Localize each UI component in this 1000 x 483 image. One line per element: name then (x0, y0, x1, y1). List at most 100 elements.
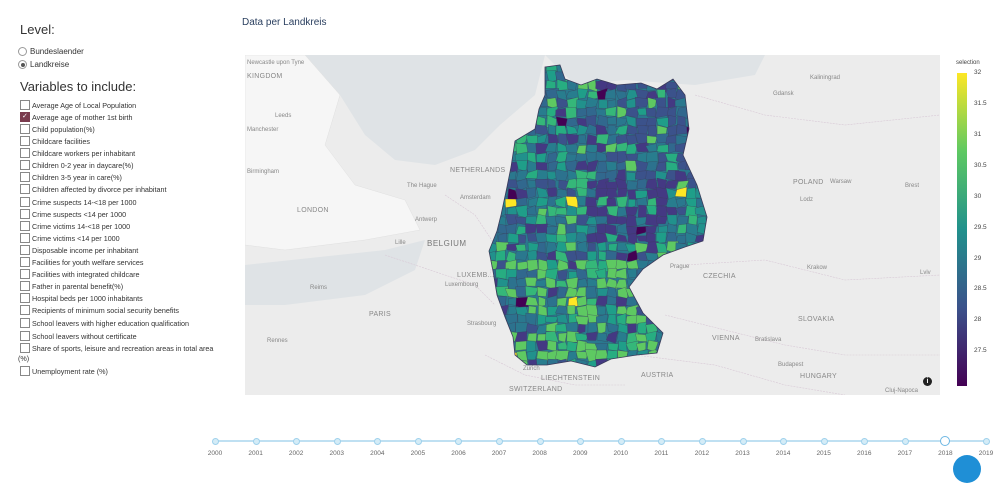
district-region[interactable] (617, 323, 628, 335)
year-slider-label[interactable]: 2011 (654, 450, 669, 457)
district-region[interactable] (595, 232, 608, 245)
variable-checkbox[interactable] (20, 136, 30, 146)
district-region[interactable] (535, 197, 549, 208)
year-slider-step[interactable] (658, 438, 666, 445)
variable-option[interactable]: School leavers with higher education qua… (18, 318, 218, 329)
year-slider-label[interactable]: 2006 (451, 450, 466, 457)
district-region[interactable] (537, 133, 548, 145)
year-slider-step[interactable] (577, 438, 585, 445)
district-region[interactable] (587, 322, 598, 335)
district-region[interactable] (518, 234, 527, 244)
variable-option[interactable]: Crime victims <14 per 1000 (18, 233, 218, 245)
district-region[interactable] (667, 223, 677, 234)
district-region[interactable] (656, 216, 668, 224)
radio-bundeslaender[interactable]: Bundeslaender (18, 45, 218, 58)
district-region[interactable] (536, 186, 549, 199)
district-region[interactable] (546, 226, 559, 235)
district-region[interactable] (605, 232, 619, 243)
year-slider-label[interactable]: 2018 (938, 450, 953, 457)
district-region[interactable] (598, 99, 608, 109)
variable-checkbox[interactable] (20, 233, 30, 243)
year-slider-step[interactable] (496, 438, 504, 445)
district-region[interactable] (576, 214, 589, 226)
district-region[interactable] (515, 286, 527, 297)
variable-checkbox[interactable] (20, 221, 30, 231)
district-region[interactable] (615, 169, 626, 182)
year-slider-label[interactable]: 2015 (816, 450, 831, 457)
district-region[interactable] (675, 197, 686, 208)
year-slider-label[interactable]: 2009 (572, 450, 588, 457)
district-region[interactable] (616, 206, 628, 218)
variable-checkbox[interactable] (20, 111, 30, 123)
district-region[interactable] (546, 114, 557, 128)
district-region[interactable] (537, 286, 548, 297)
variable-checkbox[interactable] (20, 293, 30, 303)
variable-checkbox[interactable] (20, 257, 30, 267)
variable-option[interactable]: Average age of mother 1st birth (18, 111, 218, 124)
year-slider-label[interactable]: 2012 (694, 450, 710, 457)
variable-option[interactable]: Children 3-5 year in care(%) (18, 172, 218, 184)
district-region[interactable] (615, 234, 628, 242)
district-region[interactable] (605, 278, 618, 290)
district-region[interactable] (565, 241, 577, 252)
district-region[interactable] (668, 114, 677, 128)
district-region[interactable] (606, 151, 620, 162)
district-region[interactable] (545, 322, 558, 333)
district-region[interactable] (544, 142, 557, 153)
district-region[interactable] (576, 108, 588, 118)
district-region[interactable] (505, 223, 517, 236)
district-region[interactable] (665, 206, 678, 217)
district-region[interactable] (565, 277, 579, 290)
district-region[interactable] (545, 331, 559, 343)
variable-option[interactable]: Child population(%) (18, 124, 218, 136)
district-region[interactable] (525, 285, 539, 297)
district-region[interactable] (626, 268, 637, 279)
district-region[interactable] (616, 160, 627, 172)
year-slider-step[interactable] (820, 438, 828, 445)
district-region[interactable] (536, 161, 548, 172)
district-region[interactable] (625, 160, 639, 172)
district-region[interactable] (645, 107, 657, 117)
year-slider-step[interactable] (212, 438, 219, 445)
variable-option[interactable]: Hospital beds per 1000 inhabitants (18, 293, 218, 305)
district-region[interactable] (527, 152, 537, 164)
district-region[interactable] (535, 213, 547, 226)
district-region[interactable] (546, 250, 558, 263)
district-region[interactable] (578, 134, 587, 145)
district-region[interactable] (545, 80, 556, 89)
district-region[interactable] (615, 252, 628, 262)
district-region[interactable] (595, 124, 608, 136)
district-region[interactable] (645, 214, 659, 227)
district-region[interactable] (596, 332, 608, 342)
variable-option[interactable]: Average Age of Local Population (18, 100, 218, 112)
variable-option[interactable]: Disposable income per inhabitant (18, 245, 218, 257)
district-region[interactable] (596, 142, 608, 154)
district-region[interactable] (558, 133, 568, 145)
district-region[interactable] (626, 180, 638, 191)
district-region[interactable] (565, 133, 579, 146)
district-region[interactable] (575, 250, 588, 261)
year-slider-step[interactable] (252, 438, 260, 445)
district-region[interactable] (616, 313, 627, 326)
district-region[interactable] (595, 268, 607, 279)
variable-checkbox[interactable] (20, 148, 30, 158)
variable-option[interactable]: Unemployment rate (%) (18, 366, 218, 378)
district-region[interactable] (607, 343, 619, 352)
district-region[interactable] (616, 296, 628, 308)
district-region[interactable] (515, 322, 530, 334)
district-region[interactable] (625, 106, 639, 118)
year-slider-label[interactable]: 2005 (410, 450, 426, 457)
variable-option[interactable]: Childcare facilities (18, 136, 218, 148)
district-region[interactable] (575, 332, 590, 341)
district-region[interactable] (505, 214, 518, 225)
district-region[interactable] (546, 195, 558, 209)
year-slider-step[interactable] (414, 438, 422, 445)
variable-checkbox[interactable] (20, 197, 30, 207)
variable-checkbox[interactable] (20, 124, 30, 134)
year-slider-step[interactable] (333, 438, 341, 445)
year-slider-handle[interactable] (940, 436, 951, 446)
district-region[interactable] (596, 223, 607, 234)
district-region[interactable] (576, 205, 589, 217)
district-region[interactable] (566, 205, 578, 218)
district-region[interactable] (555, 207, 568, 216)
